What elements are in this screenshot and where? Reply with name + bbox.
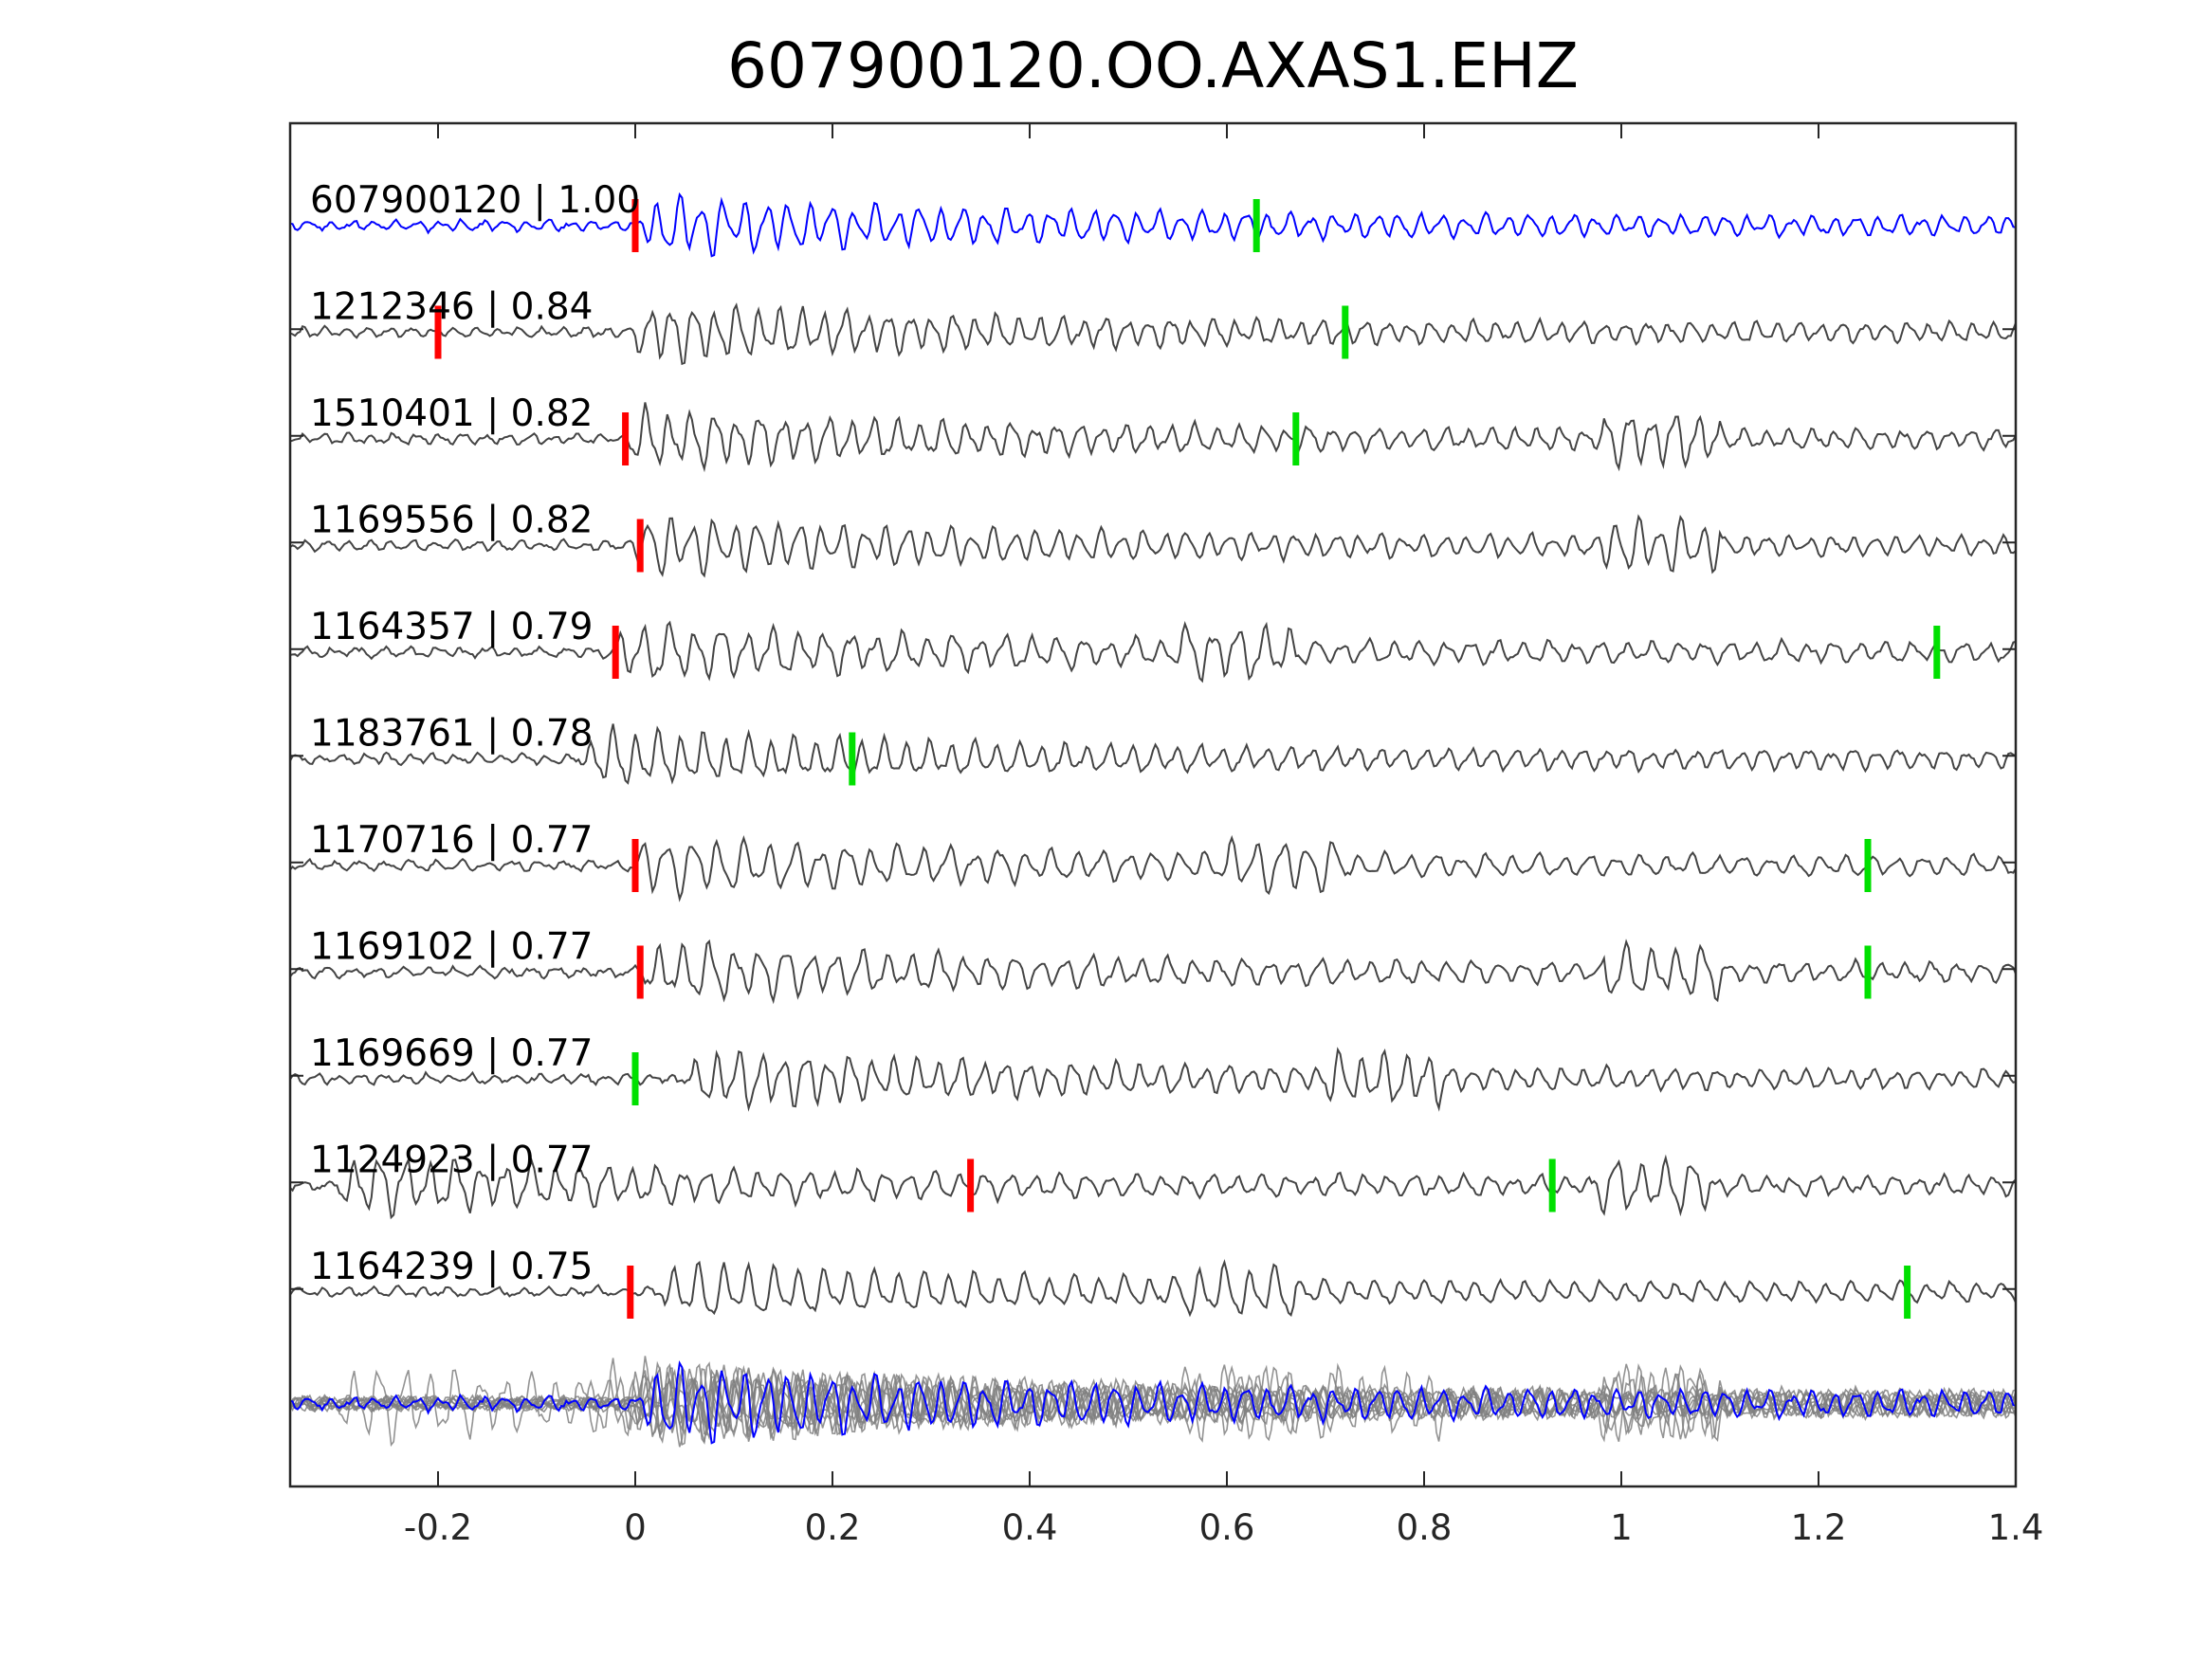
x-axis: -0.2 0 0.2 0.4 0.6 0.8 1 1.2 1.4 [290,123,2043,1548]
trace-line-607900120 [289,191,2017,258]
trace-label-1169102: 1169102 | 0.77 [310,926,593,969]
x-tick-label: 1.2 [1791,1507,1847,1548]
x-tick-label: 0.6 [1199,1507,1255,1548]
trace-label-1124923: 1124923 | 0.77 [310,1139,593,1182]
x-tick-label: 0.8 [1397,1507,1453,1548]
x-tick-label: 0.2 [805,1507,861,1548]
stack-trace-1170716 [289,1364,2017,1448]
trace-label-1169669: 1169669 | 0.77 [310,1032,593,1075]
trace-label-1169556: 1169556 | 0.82 [310,500,593,542]
trace-label-1212346: 1212346 | 0.84 [310,286,593,329]
x-tick-label: 1.4 [1988,1507,2044,1548]
stack-trace-607900120 [289,1360,2017,1445]
trace-line-1169669 [289,1047,2017,1112]
x-tick-label: 0.4 [1002,1507,1058,1548]
phase-picks [434,199,1941,1319]
trace-label-1164239: 1164239 | 0.75 [310,1246,593,1288]
chart-title: 607900120.OO.AXAS1.EHZ [727,29,1579,102]
trace-label-1164357: 1164357 | 0.79 [310,606,593,648]
trace-line-1169556 [289,514,2017,578]
x-tick-label: 1 [1610,1507,1633,1548]
stack-overlay [289,1356,2017,1448]
trace-line-1183761 [289,723,2017,785]
trace-line-1169102 [289,939,2017,1005]
trace-labels: 607900120 | 1.00 1212346 | 0.84 1510401 | … [310,179,640,1288]
trace-line-1212346 [289,302,2017,366]
x-tick-label: 0 [624,1507,647,1548]
trace-line-1170716 [289,834,2017,902]
trace-label-1170716: 1170716 | 0.77 [310,819,593,862]
trace-line-1164239 [289,1259,2017,1318]
plot-area-frame [288,121,2018,1488]
traces-layer [289,191,2017,1318]
trace-label-1510401: 1510401 | 0.82 [310,392,593,435]
stack-trace-1124923 [289,1367,2017,1448]
trace-label-1183761: 1183761 | 0.78 [310,713,593,756]
trace-line-1164357 [289,620,2017,684]
x-tick-label: -0.2 [404,1507,472,1548]
trace-label-607900120: 607900120 | 1.00 [310,179,640,222]
trace-line-1124923 [289,1154,2017,1220]
trace-line-1510401 [289,402,2017,473]
